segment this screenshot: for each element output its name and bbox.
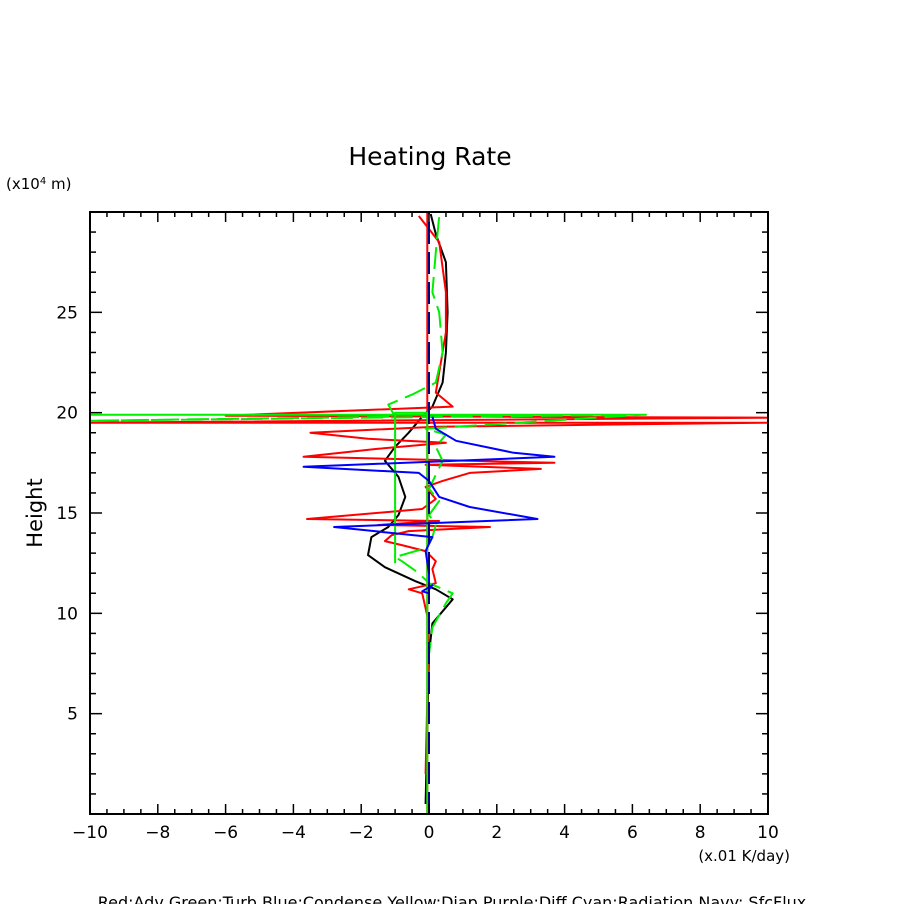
y-tick-label: 10 xyxy=(56,604,78,624)
x-tick-label: 0 xyxy=(424,823,435,843)
x-tick-label: −10 xyxy=(72,823,108,843)
x-tick-label: 2 xyxy=(491,823,502,843)
x-tick-label: −6 xyxy=(213,823,238,843)
y-tick-label: 5 xyxy=(67,705,78,725)
x-axis-label: (x.01 K/day) xyxy=(698,847,790,865)
y-axis-label: Height xyxy=(23,478,47,547)
x-tick-label: −4 xyxy=(281,823,306,843)
x-tick-label: 10 xyxy=(757,823,779,843)
tick-labels: −10 −8 −6 −4 −2 0 2 4 6 8 10 5 10 15 20 25 xyxy=(56,303,778,843)
x-tick-label: −2 xyxy=(349,823,374,843)
legend-caption: Red:Adv Green:Turb Blue:Condense Yellow:… xyxy=(98,893,807,904)
x-tick-label: 4 xyxy=(559,823,570,843)
x-tick-label: 6 xyxy=(627,823,638,843)
y-tick-label: 20 xyxy=(56,404,78,424)
y-unit-prefix: (x10 xyxy=(6,175,40,193)
y-unit-suffix: m) xyxy=(46,175,71,193)
x-tick-label: 8 xyxy=(695,823,706,843)
x-tick-label: −8 xyxy=(145,823,170,843)
y-unit-label: (x104 m) xyxy=(6,175,71,193)
chart-title: Heating Rate xyxy=(348,142,511,171)
series-layer xyxy=(90,212,768,814)
series-total xyxy=(367,213,454,805)
series-turb xyxy=(90,215,647,814)
y-unit-exponent: 4 xyxy=(40,176,46,187)
plot-frame xyxy=(89,211,769,815)
series-turb-box xyxy=(394,411,429,814)
y-tick-label: 15 xyxy=(56,504,78,524)
y-tick-label: 25 xyxy=(56,303,78,323)
